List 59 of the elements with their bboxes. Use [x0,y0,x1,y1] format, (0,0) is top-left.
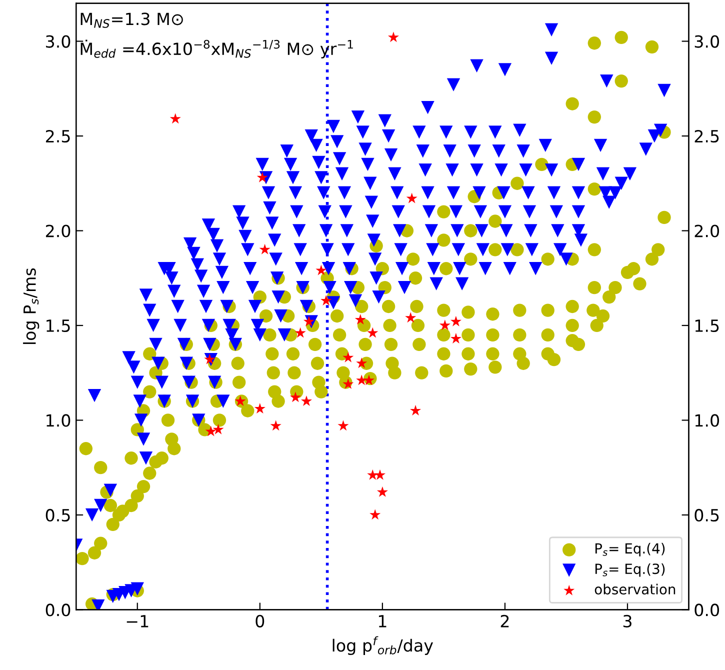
text: Ṁ$_{edd}$ =4.6x10$^{−8}$xM$_{NS}$$^{−1/3}$ M⊙ yr$^{−1}$ [80,40,353,58]
point [205,426,216,436]
y2-tick-label: 2.0 [694,224,720,238]
point [342,352,354,362]
x-tick-label: 3 [623,614,632,628]
point [270,420,282,431]
y-tick-label: 1.0 [46,414,70,427]
point [256,172,268,182]
y-axis-title: log P$_{s}$/ms [23,268,40,344]
legend-label: P$_{s}$= Eq.(4) [595,542,665,556]
point [363,374,374,386]
y2-tick-label: 1.5 [695,320,719,332]
point [342,378,354,389]
point [303,316,314,326]
point [388,32,399,42]
point [354,314,366,324]
x-tick-label: 1 [378,615,386,628]
legend-label: P$_{s}$= Eq.(3) [595,563,665,577]
point [450,316,462,326]
point [356,358,368,368]
point [439,320,450,330]
y-tick-label: 3.0 [46,35,70,48]
y2-tick-label: 0.5 [694,508,719,522]
y2-tick-label: 3.0 [694,35,720,48]
point [254,403,266,414]
legend-label: observation [594,584,676,595]
point [405,312,416,323]
y-tick-label: 2.5 [46,130,70,143]
point [367,327,378,338]
point [406,192,418,204]
point [259,244,270,254]
point [294,327,306,338]
point [367,469,378,480]
point [320,295,332,306]
point [316,264,327,276]
point [376,486,388,497]
y-tick-label: 0.5 [46,508,70,522]
point [170,113,181,124]
y2-tick-label: 1.0 [695,414,720,427]
x-axis-title: log p$^{f}$$_{orb}$/day [332,636,434,655]
point [370,509,381,520]
y2-tick-label: 2.5 [694,130,719,143]
y-tick-label: 0.0 [46,604,70,616]
point [410,404,422,416]
point [338,420,349,431]
point [212,424,224,434]
y-tick-label: 1.5 [46,320,70,332]
point [290,392,301,402]
x-tick-label: 2 [500,614,509,628]
x-tick-label: −1 [126,615,148,628]
y2-tick-label: 0.0 [694,604,720,616]
annotation: M$_{NS}$=1.3 M⊙ [80,12,183,28]
x-tick-label: 0 [256,614,264,628]
point [356,374,368,386]
point [234,395,246,406]
point [450,332,462,344]
point [300,395,312,406]
y-tick-label: 2.0 [46,224,70,238]
point [374,469,386,480]
